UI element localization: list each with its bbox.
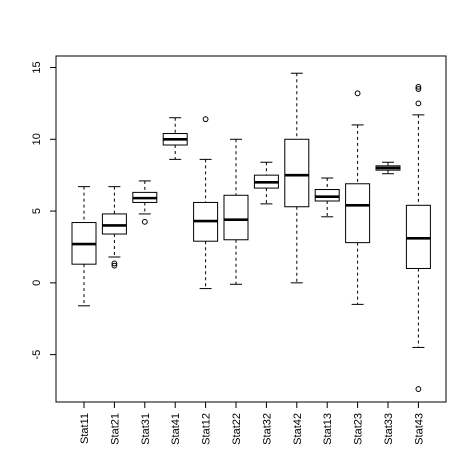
box-stat41 (162, 117, 188, 160)
box-stat21 (101, 186, 127, 269)
x-tick-label: Stat42 (292, 413, 304, 445)
x-tick-label: Stat22 (231, 413, 243, 445)
iqr-box (314, 189, 340, 202)
x-axis: Stat11 Stat21 Stat31 Stat41 Stat12 Stat22 Stat… (79, 402, 425, 445)
box-stat32 (253, 161, 279, 205)
box-stat43 (405, 83, 431, 392)
x-tick-label: Stat11 (79, 413, 91, 444)
outlier-point (415, 86, 422, 92)
x-tick-label: Stat12 (201, 413, 213, 445)
boxes-layer (71, 72, 431, 392)
iqr-box (223, 194, 249, 241)
box-stat33 (375, 161, 401, 175)
outlier-point (415, 386, 422, 392)
box-stat13 (314, 177, 340, 218)
outlier-point (202, 116, 209, 123)
outlier-point (111, 260, 118, 267)
y-tick-label: -5 (31, 350, 43, 360)
iqr-box (345, 183, 371, 244)
box-stat23 (345, 90, 371, 305)
outlier-point (415, 100, 422, 107)
box-stat31 (132, 180, 158, 225)
box-stat22 (223, 138, 249, 285)
x-tick-label: Stat23 (353, 413, 365, 445)
box-stat11 (71, 186, 97, 307)
outlier-point (354, 90, 361, 97)
x-tick-label: Stat32 (261, 413, 273, 445)
outlier-point (415, 83, 422, 90)
outlier-point (141, 218, 148, 225)
box-stat42 (284, 72, 310, 284)
y-tick-label: 0 (31, 280, 43, 286)
y-axis: -5 0 5 10 15 (31, 61, 56, 360)
iqr-box (284, 138, 310, 208)
outlier-point (111, 262, 118, 269)
x-tick-label: Stat41 (170, 413, 182, 445)
x-tick-label: Stat43 (413, 413, 425, 445)
x-tick-label: Stat31 (140, 413, 152, 445)
x-tick-label: Stat13 (322, 413, 334, 445)
y-tick-label: 5 (31, 208, 43, 214)
x-tick-label: Stat21 (109, 413, 121, 445)
x-tick-label: Stat33 (383, 413, 395, 445)
box-stat12 (193, 116, 219, 290)
iqr-box (101, 213, 127, 235)
y-tick-label: 15 (31, 61, 43, 73)
y-tick-label: 10 (31, 133, 43, 145)
iqr-box (405, 204, 431, 269)
